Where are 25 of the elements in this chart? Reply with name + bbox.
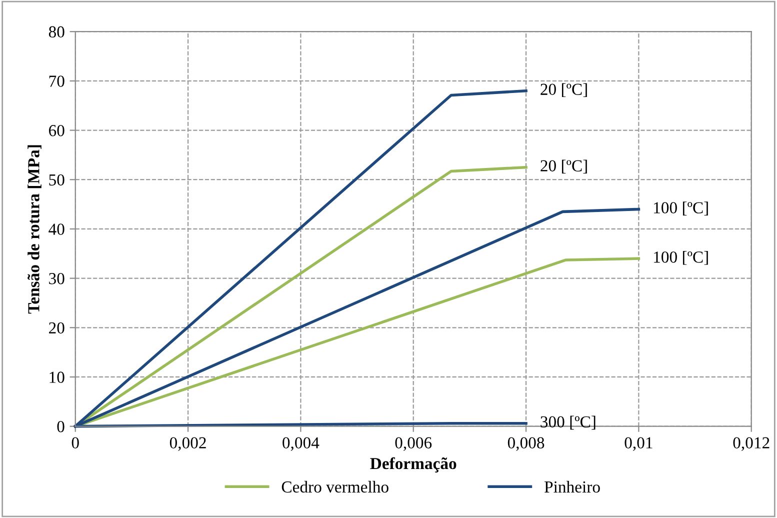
y-tick-label: 80 (48, 26, 64, 38)
annotation: 100 [ºC] (654, 251, 708, 265)
annotation: 20 [ºC] (540, 160, 587, 174)
y-axis-title: Tensão de rotura [MPa] (28, 145, 42, 314)
y-tick-label: 70 (49, 76, 64, 87)
x-axis-title: Deformação (370, 457, 456, 472)
x-tick-label: 0,01 (624, 437, 652, 451)
x-tick-label: 0,008 (508, 437, 544, 451)
y-tick-label: 40 (48, 224, 64, 235)
annotation: 20 [ºC] (540, 83, 587, 98)
x-tick-label: 0,012 (733, 437, 770, 451)
y-tick-label: 30 (49, 272, 64, 284)
legend-label: Cedro vermelho (282, 480, 388, 493)
annotation: 300 [ºC] (540, 416, 596, 430)
legend-label: Pinheiro (544, 480, 600, 493)
y-tick-label: 20 (49, 322, 64, 334)
y-tick-label: 0 (57, 421, 64, 432)
x-tick-label: 0 (72, 437, 79, 448)
x-tick-label: 0,004 (282, 437, 320, 451)
annotation: 100 [ºC] (654, 202, 708, 216)
x-tick-label: 0,006 (395, 437, 432, 451)
y-tick-label: 60 (49, 124, 64, 136)
y-tick-label: 10 (50, 372, 64, 383)
y-tick-label: 50 (49, 174, 64, 186)
x-tick-label: 0,002 (170, 437, 206, 451)
